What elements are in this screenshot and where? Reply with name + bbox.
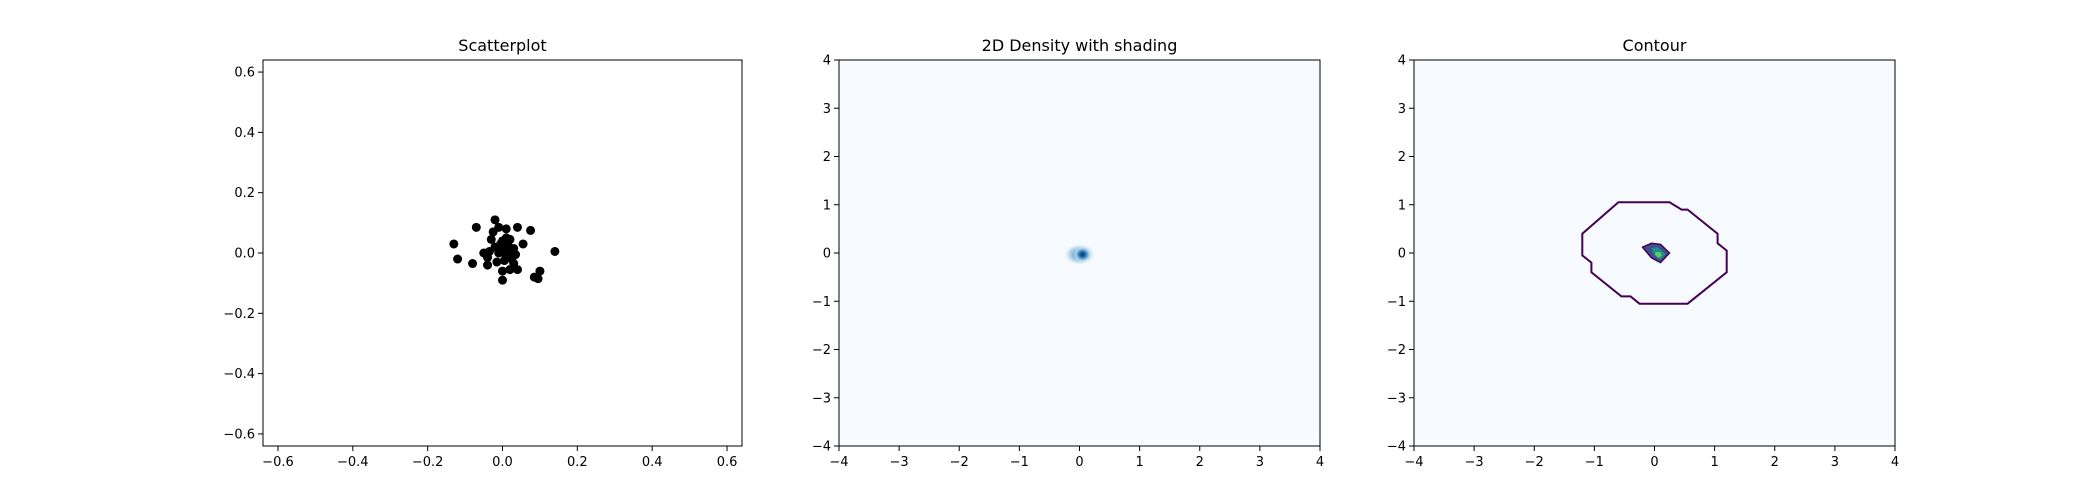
contour-xtick-label: −4 [1404,455,1423,470]
density-ytick-label: −1 [812,295,831,310]
scatter-point [492,257,502,267]
scatterplot-ytick-label: 0.0 [234,247,255,262]
scatterplot-ytick-label: 0.4 [234,126,255,141]
scatterplot-ytick-label: 0.2 [234,186,255,201]
contour-xtick-label: 3 [1831,455,1839,470]
scatter-point [490,215,500,225]
density-panel: −4 −3 −2 −1 0 1 2 3 4 −4 −3 −2 −1 0 1 2 3 4 2D Density wi… [812,36,1324,470]
scatter-point [511,250,521,260]
contour-xtick-label: 0 [1650,455,1658,470]
scatter-point [518,239,528,249]
contour-ytick-label: 1 [1398,198,1406,213]
scatter-point [488,227,498,237]
scatterplot-xtick-label: −0.4 [337,455,369,470]
contour-panel: −4 −3 −2 −1 0 1 2 3 4 −4 −3 −2 −1 0 1 2 3 4 Contour [1387,36,1899,470]
scatter-point [496,239,506,249]
density-xtick-label: 4 [1316,455,1324,470]
scatter-point [453,254,463,264]
scatterplot-ytick-label: −0.6 [223,427,255,442]
contour-xtick-label: −3 [1465,455,1484,470]
scatter-point [498,275,507,285]
scatterplot-xtick-label: 0.0 [492,455,513,470]
density-xtick-label: −2 [950,455,969,470]
scatterplot-ytick-label: −0.2 [223,307,255,322]
contour-xtick-label: 4 [1891,455,1899,470]
scatter-point [535,266,545,276]
density-xtick-label: −1 [1010,455,1029,470]
scatterplot-ytick-label: 0.6 [234,66,255,81]
density-ytick-label: −3 [812,391,831,406]
density-xtick-label: −4 [829,455,848,470]
density-ytick-label: 3 [823,102,831,117]
density-xtick-label: −3 [890,455,909,470]
density-ytick-label: −4 [812,440,831,455]
density-ytick-label: −2 [812,343,831,358]
density-xtick-label: 3 [1256,455,1264,470]
scatter-point [512,265,522,275]
density-core [1073,246,1092,263]
contour-xtick-label: 1 [1710,455,1718,470]
scatterplot-xtick-label: −0.6 [262,455,294,470]
scatter-point [501,233,511,243]
scatterplot-panel: −0.6 −0.4 −0.2 0.0 0.2 0.4 0.6 −0.6 −0.4 −0.2 0.0 0… [223,36,743,470]
scatter-point [533,274,543,284]
density-xtick-label: 2 [1196,455,1204,470]
scatter-point [449,239,459,249]
scatterplot-ytick-label: −0.4 [223,367,255,382]
scatter-point [468,259,478,269]
scatterplot-xtick-label: 0.6 [717,455,738,470]
contour-ytick-label: 4 [1398,54,1406,69]
contour-ytick-label: −3 [1387,391,1406,406]
contour-ytick-label: −4 [1387,440,1406,455]
contour-ytick-label: 2 [1398,150,1406,165]
density-ytick-label: 4 [823,54,831,69]
scatterplot-title: Scatterplot [458,36,546,55]
contour-title: Contour [1623,36,1687,55]
scatter-point [498,266,507,276]
contour-ytick-label: −2 [1387,343,1406,358]
contour-outer-line [1581,201,1728,305]
scatterplot-xtick-label: 0.4 [642,455,663,470]
contour-xtick-label: 2 [1771,455,1779,470]
scatterplot-xtick-label: 0.2 [567,455,588,470]
density-ytick-label: 0 [823,247,831,262]
scatter-point [483,260,493,270]
density-ytick-label: 2 [823,150,831,165]
contour-ytick-label: −1 [1387,295,1406,310]
scatter-point [471,222,481,232]
density-ytick-label: 1 [823,198,831,213]
contour-ytick-label: 3 [1398,102,1406,117]
contour-xtick-label: −1 [1585,455,1604,470]
contour-ytick-label: 0 [1398,247,1406,262]
density-xtick-label: 0 [1075,455,1083,470]
scatter-point [499,256,509,266]
scatter-point [486,234,496,244]
contour-level-3 [1655,252,1662,258]
density-title: 2D Density with shading [982,36,1178,55]
contour-xtick-label: −2 [1525,455,1544,470]
scatter-point [550,246,560,256]
scatter-point [501,224,511,234]
scatter-point [512,222,522,232]
scatterplot-xtick-label: −0.2 [412,455,444,470]
scatter-point [505,265,515,275]
scatter-point [479,248,489,258]
scatter-point [526,225,536,235]
density-xtick-label: 1 [1135,455,1143,470]
